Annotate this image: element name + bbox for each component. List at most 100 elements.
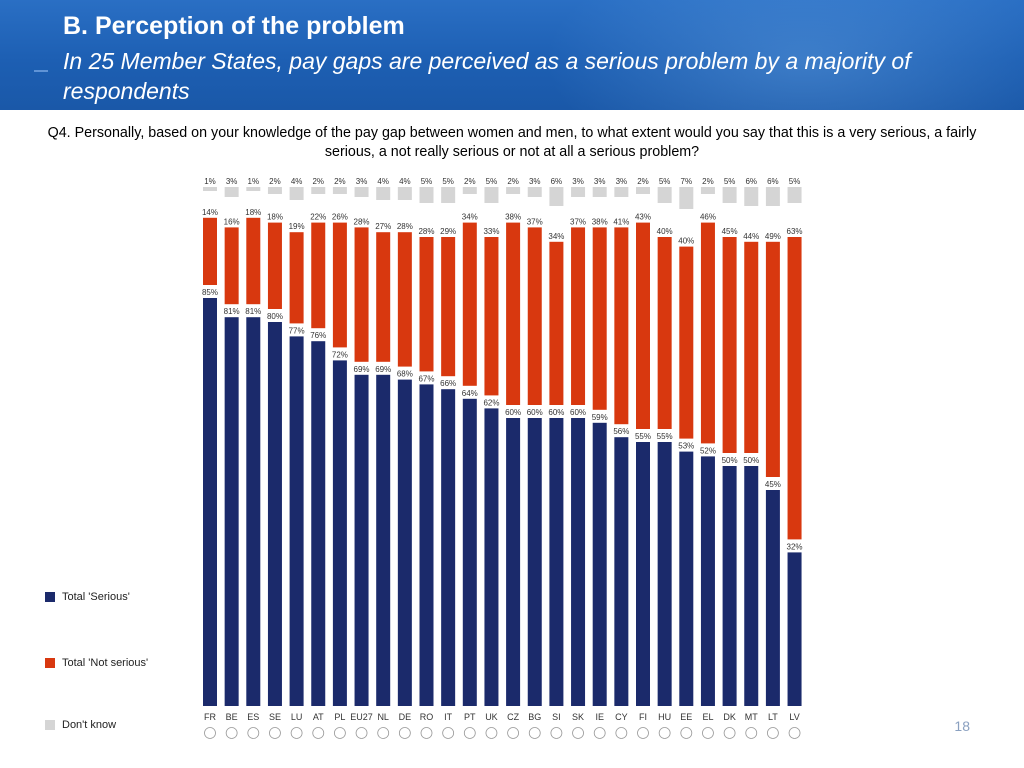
bar-not-serious-cy bbox=[614, 227, 629, 425]
label-serious-fr: 85% bbox=[202, 288, 218, 297]
bar-serious-bg bbox=[527, 418, 542, 706]
legend-swatch-serious bbox=[45, 592, 55, 602]
label-dont-know-sk: 3% bbox=[572, 177, 584, 186]
label-not-serious-cz: 38% bbox=[505, 213, 521, 222]
bar-not-serious-it bbox=[441, 237, 456, 377]
tick-label-el: EL bbox=[702, 712, 713, 722]
bar-not-serious-ro bbox=[419, 237, 434, 372]
flag-be-icon bbox=[225, 727, 238, 739]
tick-label-fi: FI bbox=[639, 712, 647, 722]
label-serious-sk: 60% bbox=[570, 408, 586, 417]
slide-header: B. Perception of the problem In 25 Membe… bbox=[0, 0, 1024, 110]
bar-dont-know-uk bbox=[484, 187, 499, 203]
bar-dont-know-dk bbox=[722, 187, 737, 203]
label-dont-know-ro: 5% bbox=[421, 177, 433, 186]
label-not-serious-bg: 37% bbox=[527, 217, 543, 226]
bar-dont-know-at bbox=[311, 187, 326, 194]
bar-not-serious-fi bbox=[636, 222, 650, 429]
bar-not-serious-uk bbox=[484, 237, 499, 396]
flag-it-icon bbox=[442, 727, 455, 739]
bar-not-serious-fr bbox=[203, 217, 217, 285]
label-dont-know-be: 3% bbox=[226, 177, 238, 186]
label-dont-know-es: 1% bbox=[248, 177, 260, 186]
label-dont-know-el: 2% bbox=[702, 177, 714, 186]
label-serious-si: 60% bbox=[548, 408, 564, 417]
bar-dont-know-pt bbox=[462, 187, 477, 194]
label-not-serious-pt: 34% bbox=[462, 213, 478, 222]
label-dont-know-at: 2% bbox=[312, 177, 324, 186]
legend-label-dont-know: Don't know bbox=[62, 719, 117, 731]
bar-serious-ie bbox=[592, 422, 607, 706]
bar-dont-know-pl bbox=[332, 187, 347, 194]
label-not-serious-se: 18% bbox=[267, 213, 283, 222]
tick-label-eu27: EU27 bbox=[350, 712, 373, 722]
tick-label-hu: HU bbox=[658, 712, 671, 722]
bar-dont-know-lv bbox=[787, 187, 802, 203]
tick-label-dk: DK bbox=[723, 712, 736, 722]
label-not-serious-de: 28% bbox=[397, 222, 413, 231]
bar-serious-sk bbox=[571, 418, 586, 706]
label-not-serious-el: 46% bbox=[700, 213, 716, 222]
label-dont-know-nl: 4% bbox=[377, 177, 389, 186]
flag-at-icon bbox=[312, 727, 325, 739]
bar-not-serious-si bbox=[549, 241, 564, 405]
bar-not-serious-at bbox=[311, 222, 326, 329]
bar-not-serious-lv bbox=[787, 237, 802, 540]
flag-lv-icon bbox=[788, 727, 801, 739]
flag-cz-icon bbox=[507, 727, 520, 739]
label-dont-know-cz: 2% bbox=[507, 177, 519, 186]
label-dont-know-it: 5% bbox=[442, 177, 454, 186]
label-not-serious-lu: 19% bbox=[289, 222, 305, 231]
bar-serious-se bbox=[267, 322, 282, 706]
tick-label-uk: UK bbox=[485, 712, 498, 722]
survey-question: Q4. Personally, based on your knowledge … bbox=[47, 125, 977, 160]
label-dont-know-pt: 2% bbox=[464, 177, 476, 186]
stacked-bar-chart: 85% 14% 1% FR 81% 16% 3% BE 81% 18% 1% ES 80% 18% 2% SE… bbox=[196, 170, 803, 750]
bar-dont-know-de bbox=[397, 187, 412, 200]
bar-serious-el bbox=[700, 456, 715, 706]
bar-dont-know-ie bbox=[592, 187, 607, 197]
flag-pl-icon bbox=[333, 727, 346, 739]
flag-si-icon bbox=[550, 727, 563, 739]
tick-label-be: BE bbox=[226, 712, 238, 722]
bar-not-serious-ee bbox=[679, 246, 694, 439]
label-not-serious-be: 16% bbox=[224, 217, 240, 226]
label-serious-be: 81% bbox=[224, 307, 240, 316]
bar-dont-know-sk bbox=[571, 187, 586, 197]
bar-serious-pt bbox=[462, 398, 477, 706]
bar-not-serious-hu bbox=[657, 237, 672, 429]
bar-serious-ee bbox=[679, 451, 694, 706]
bar-not-serious-de bbox=[397, 232, 412, 367]
bar-serious-mt bbox=[744, 466, 759, 706]
flag-ro-icon bbox=[420, 727, 433, 739]
label-serious-se: 80% bbox=[267, 312, 283, 321]
bar-not-serious-sk bbox=[571, 227, 586, 405]
flag-ie-icon bbox=[593, 727, 606, 739]
bar-not-serious-el bbox=[700, 222, 715, 444]
bar-serious-at bbox=[311, 341, 326, 706]
label-not-serious-lv: 63% bbox=[787, 227, 803, 236]
label-not-serious-cy: 41% bbox=[613, 217, 629, 226]
header-accent-line bbox=[34, 70, 48, 72]
legend-item-dont-know: Don't know bbox=[45, 719, 116, 731]
tick-label-at: AT bbox=[313, 712, 324, 722]
label-dont-know-fr: 1% bbox=[204, 177, 216, 186]
bar-dont-know-it bbox=[441, 187, 456, 203]
label-not-serious-fi: 43% bbox=[635, 213, 651, 222]
legend-item-serious: Total 'Serious' bbox=[45, 591, 130, 603]
label-dont-know-eu27: 3% bbox=[356, 177, 368, 186]
bar-serious-lu bbox=[289, 336, 304, 706]
bar-not-serious-eu27 bbox=[354, 227, 369, 362]
label-not-serious-nl: 27% bbox=[375, 222, 391, 231]
bar-dont-know-se bbox=[267, 187, 282, 194]
label-serious-dk: 50% bbox=[722, 456, 738, 465]
label-dont-know-dk: 5% bbox=[724, 177, 736, 186]
tick-label-nl: NL bbox=[377, 712, 389, 722]
tick-label-pt: PT bbox=[464, 712, 476, 722]
bar-serious-dk bbox=[722, 466, 737, 706]
tick-label-ee: EE bbox=[680, 712, 692, 722]
bar-serious-de bbox=[397, 379, 412, 706]
bar-dont-know-cz bbox=[506, 187, 521, 194]
label-serious-de: 68% bbox=[397, 370, 413, 379]
bar-serious-hu bbox=[657, 442, 672, 706]
